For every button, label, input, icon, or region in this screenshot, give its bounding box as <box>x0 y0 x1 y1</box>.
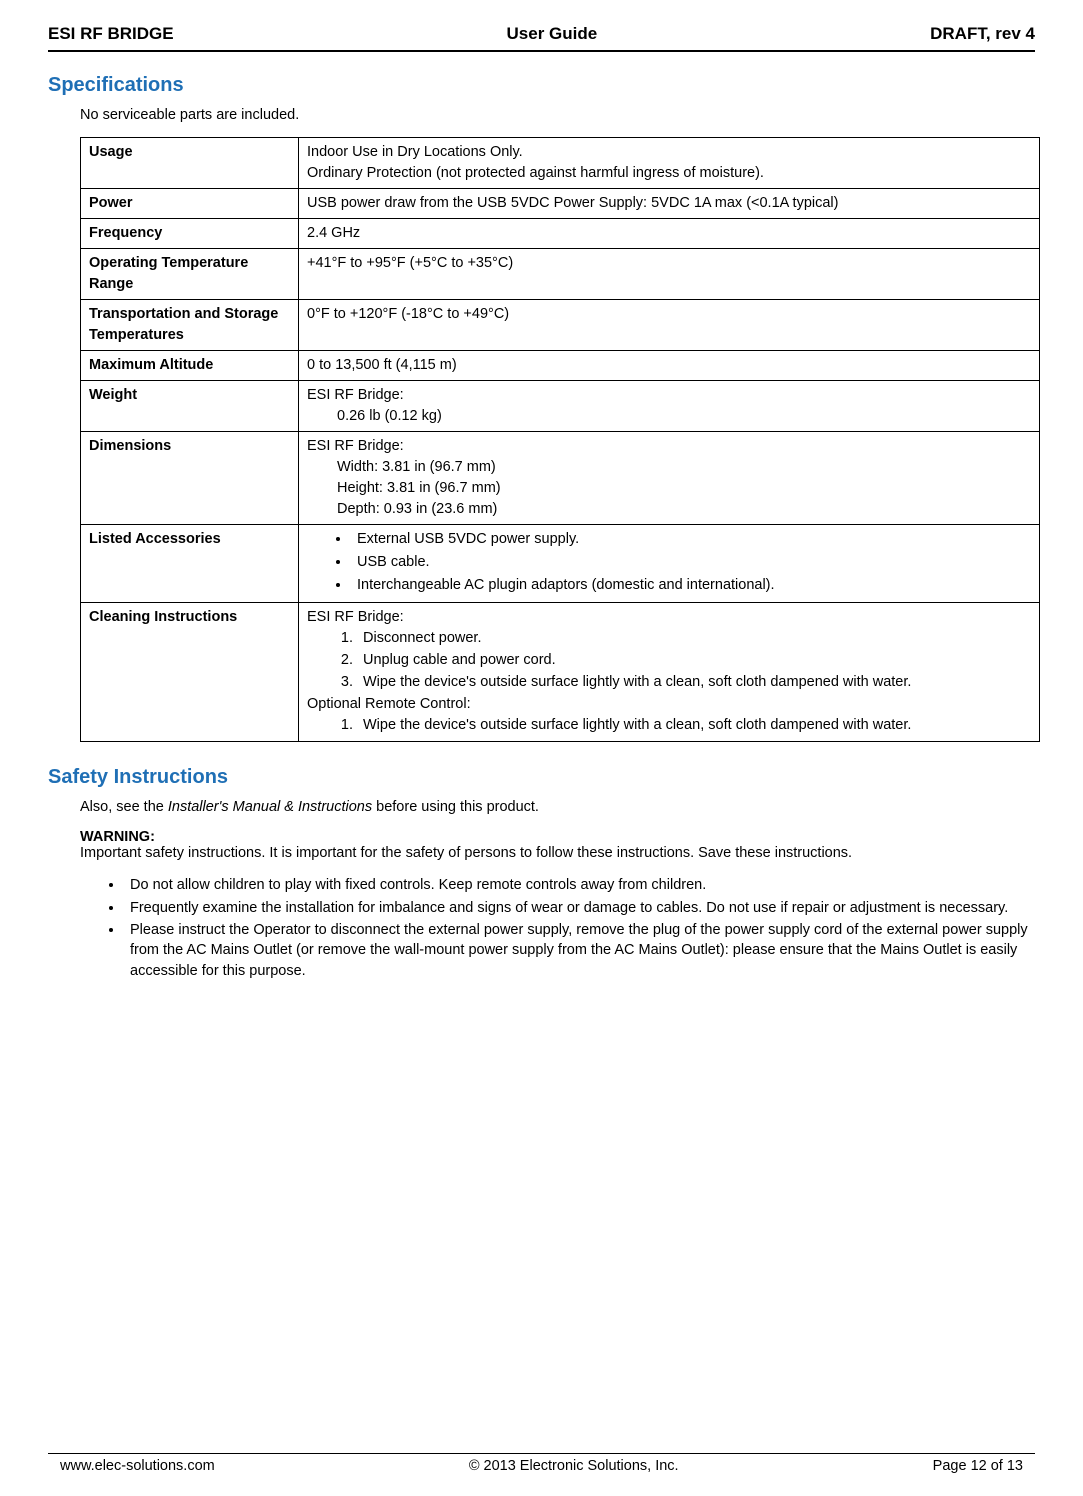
list-item: Unplug cable and power cord. <box>357 650 1031 671</box>
dimensions-line2: Height: 3.81 in (96.7 mm) <box>307 478 1031 499</box>
spec-label-dimensions: Dimensions <box>81 432 299 525</box>
dimensions-heading: ESI RF Bridge: <box>307 436 1031 457</box>
list-item: USB cable. <box>351 552 1031 573</box>
usage-line2: Ordinary Protection (not protected again… <box>307 163 1031 184</box>
footer-divider <box>48 1453 1035 1454</box>
table-row: Dimensions ESI RF Bridge: Width: 3.81 in… <box>81 432 1040 525</box>
spec-value-frequency: 2.4 GHz <box>299 219 1040 249</box>
usage-line1: Indoor Use in Dry Locations Only. <box>307 142 1031 163</box>
spec-label-accessories: Listed Accessories <box>81 525 299 603</box>
spec-value-power: USB power draw from the USB 5VDC Power S… <box>299 189 1040 219</box>
table-row: Transportation and Storage Temperatures … <box>81 300 1040 351</box>
specifications-table: Usage Indoor Use in Dry Locations Only. … <box>80 137 1040 742</box>
list-item: Do not allow children to play with fixed… <box>124 875 1035 895</box>
spec-label-usage: Usage <box>81 138 299 189</box>
weight-line1: 0.26 lb (0.12 kg) <box>307 406 1031 427</box>
header-divider <box>48 50 1035 52</box>
dimensions-line1: Width: 3.81 in (96.7 mm) <box>307 457 1031 478</box>
safety-lead-prefix: Also, see the <box>80 799 168 815</box>
safety-lead-suffix: before using this product. <box>372 799 539 815</box>
spec-value-dimensions: ESI RF Bridge: Width: 3.81 in (96.7 mm) … <box>299 432 1040 525</box>
spec-label-altitude: Maximum Altitude <box>81 351 299 381</box>
footer-center: © 2013 Electronic Solutions, Inc. <box>469 1458 679 1474</box>
footer-right: Page 12 of 13 <box>933 1458 1023 1474</box>
spec-value-usage: Indoor Use in Dry Locations Only. Ordina… <box>299 138 1040 189</box>
spec-value-accessories: External USB 5VDC power supply. USB cabl… <box>299 525 1040 603</box>
safety-block: Also, see the Installer's Manual & Instr… <box>80 799 1035 980</box>
cleaning-steps1: Disconnect power. Unplug cable and power… <box>357 628 1031 693</box>
spec-label-optemp: Operating Temperature Range <box>81 249 299 300</box>
spec-value-cleaning: ESI RF Bridge: Disconnect power. Unplug … <box>299 603 1040 742</box>
list-item: Frequently examine the installation for … <box>124 898 1035 918</box>
list-item: Wipe the device's outside surface lightl… <box>357 715 1031 736</box>
page-header: ESI RF BRIDGE User Guide DRAFT, rev 4 <box>48 24 1035 44</box>
footer-left: www.elec-solutions.com <box>60 1458 215 1474</box>
footer-row: www.elec-solutions.com © 2013 Electronic… <box>48 1458 1035 1474</box>
header-left: ESI RF BRIDGE <box>48 24 174 44</box>
safety-bullets: Do not allow children to play with fixed… <box>124 875 1035 980</box>
spec-label-weight: Weight <box>81 381 299 432</box>
table-row: Operating Temperature Range +41°F to +95… <box>81 249 1040 300</box>
weight-heading: ESI RF Bridge: <box>307 385 1031 406</box>
spec-value-weight: ESI RF Bridge: 0.26 lb (0.12 kg) <box>299 381 1040 432</box>
list-item: External USB 5VDC power supply. <box>351 529 1031 550</box>
spec-value-optemp: +41°F to +95°F (+5°C to +35°C) <box>299 249 1040 300</box>
table-row: Cleaning Instructions ESI RF Bridge: Dis… <box>81 603 1040 742</box>
cleaning-steps2: Wipe the device's outside surface lightl… <box>357 715 1031 736</box>
cleaning-heading1: ESI RF Bridge: <box>307 607 1031 628</box>
list-item: Disconnect power. <box>357 628 1031 649</box>
spec-value-storagetemp: 0°F to +120°F (-18°C to +49°C) <box>299 300 1040 351</box>
list-item: Interchangeable AC plugin adaptors (dome… <box>351 575 1031 596</box>
table-row: Maximum Altitude 0 to 13,500 ft (4,115 m… <box>81 351 1040 381</box>
list-item: Please instruct the Operator to disconne… <box>124 920 1035 981</box>
safety-warning: WARNING: Important safety instructions. … <box>80 829 1035 861</box>
spec-label-cleaning: Cleaning Instructions <box>81 603 299 742</box>
warning-text: Important safety instructions. It is imp… <box>80 845 852 861</box>
table-row: Frequency 2.4 GHz <box>81 219 1040 249</box>
table-row: Weight ESI RF Bridge: 0.26 lb (0.12 kg) <box>81 381 1040 432</box>
header-right: DRAFT, rev 4 <box>930 24 1035 44</box>
header-center: User Guide <box>507 24 598 44</box>
specifications-lead: No serviceable parts are included. <box>80 107 1035 123</box>
page-footer: www.elec-solutions.com © 2013 Electronic… <box>48 1453 1035 1474</box>
spec-label-power: Power <box>81 189 299 219</box>
safety-lead: Also, see the Installer's Manual & Instr… <box>80 799 1035 815</box>
accessories-list: External USB 5VDC power supply. USB cabl… <box>351 529 1031 596</box>
warning-label: WARNING: <box>80 829 155 845</box>
spec-label-storagetemp: Transportation and Storage Temperatures <box>81 300 299 351</box>
specifications-heading: Specifications <box>48 74 1035 97</box>
table-row: Usage Indoor Use in Dry Locations Only. … <box>81 138 1040 189</box>
spec-label-frequency: Frequency <box>81 219 299 249</box>
table-row: Listed Accessories External USB 5VDC pow… <box>81 525 1040 603</box>
safety-heading: Safety Instructions <box>48 766 1035 789</box>
table-row: Power USB power draw from the USB 5VDC P… <box>81 189 1040 219</box>
spec-value-altitude: 0 to 13,500 ft (4,115 m) <box>299 351 1040 381</box>
list-item: Wipe the device's outside surface lightl… <box>357 672 1031 693</box>
dimensions-line3: Depth: 0.93 in (23.6 mm) <box>307 499 1031 520</box>
cleaning-heading2: Optional Remote Control: <box>307 694 1031 715</box>
safety-lead-italic: Installer's Manual & Instructions <box>168 799 372 815</box>
